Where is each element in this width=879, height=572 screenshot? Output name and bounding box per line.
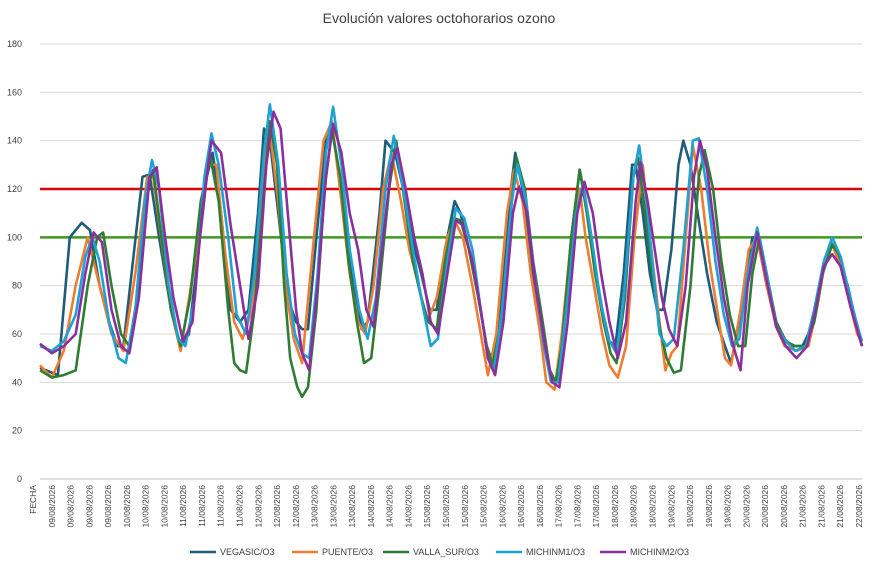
x-tick-label: 17/08/2026: [572, 485, 582, 528]
legend-label: PUENTE/O3: [322, 547, 373, 557]
x-tick-label: 18/08/2026: [629, 485, 639, 528]
x-tick-label: 17/08/2026: [591, 485, 601, 528]
x-tick-label: 19/08/2026: [685, 485, 695, 528]
x-tick-label: 11/08/2026: [216, 485, 226, 527]
x-tick-label: 21/08/2026: [816, 485, 826, 528]
x-tick-label: 16/08/2026: [516, 485, 526, 528]
y-tick-label: 160: [7, 87, 22, 97]
x-tick-label: 19/08/2026: [723, 485, 733, 528]
y-tick-label: 80: [12, 281, 22, 291]
y-tick-label: 20: [12, 426, 22, 436]
x-tick-label: FECHA: [28, 485, 38, 514]
y-tick-label: 100: [7, 232, 22, 242]
x-axis: FECHA 09/08/2026 09/08/2026 09/08/2026 09/08…: [28, 485, 864, 528]
x-tick-label: 09/08/2026: [103, 485, 113, 528]
x-tick-label: 20/08/2026: [760, 485, 770, 528]
x-tick-label: 09/08/2026: [84, 485, 94, 528]
x-tick-label: 18/08/2026: [648, 485, 658, 528]
x-tick-label: 12/08/2026: [291, 485, 301, 528]
x-tick-label: 10/08/2026: [159, 485, 169, 528]
series-line: [39, 110, 864, 389]
x-tick-label: 19/08/2026: [666, 485, 676, 528]
x-tick-label: 10/08/2026: [122, 485, 132, 528]
series-lines: [39, 103, 864, 399]
y-tick-label: 140: [7, 136, 22, 146]
y-tick-label: 60: [12, 329, 22, 339]
legend-label: VEGASIC/O3: [220, 547, 275, 557]
series-line: [39, 120, 864, 399]
legend-label: MICHINM2/O3: [630, 547, 689, 557]
y-axis: 0 20 40 60 80 100 120 140 160 180: [7, 39, 862, 484]
x-tick-label: 13/08/2026: [347, 485, 357, 528]
x-tick-label: 12/08/2026: [272, 485, 282, 528]
x-tick-label: 15/08/2026: [422, 485, 432, 528]
x-tick-label: 21/08/2026: [835, 485, 845, 528]
x-tick-label: 11/08/2026: [235, 485, 245, 527]
legend: VEGASIC/O3 PUENTE/O3 VALLA_SUR/O3 MICHINM1/…: [190, 547, 689, 557]
x-tick-label: 11/08/2026: [197, 485, 207, 527]
y-tick-label: 180: [7, 39, 22, 49]
x-tick-label: 14/08/2026: [366, 485, 376, 528]
x-tick-label: 11/08/2026: [178, 485, 188, 527]
x-tick-label: 20/08/2026: [779, 485, 789, 528]
x-tick-label: 17/08/2026: [554, 485, 564, 528]
x-tick-label: 13/08/2026: [328, 485, 338, 528]
x-tick-label: 14/08/2026: [385, 485, 395, 528]
y-tick-label: 0: [17, 474, 22, 484]
x-tick-label: 22/08/2026: [854, 485, 864, 528]
x-tick-label: 10/08/2026: [141, 485, 151, 528]
y-tick-label: 120: [7, 184, 22, 194]
x-tick-label: 13/08/2026: [310, 485, 320, 528]
x-tick-label: 20/08/2026: [741, 485, 751, 528]
x-tick-label: 18/08/2026: [610, 485, 620, 528]
legend-label: VALLA_SUR/O3: [413, 547, 479, 557]
legend-label: MICHINM1/O3: [526, 547, 585, 557]
chart-title: Evolución valores octohorarios ozono: [323, 10, 556, 26]
x-tick-label: 16/08/2026: [497, 485, 507, 528]
y-tick-label: 40: [12, 377, 22, 387]
x-tick-label: 15/08/2026: [460, 485, 470, 528]
x-tick-label: 14/08/2026: [403, 485, 413, 528]
x-tick-label: 16/08/2026: [535, 485, 545, 528]
x-tick-label: 09/08/2026: [66, 485, 76, 528]
x-tick-label: 12/08/2026: [253, 485, 263, 528]
x-tick-label: 15/08/2026: [441, 485, 451, 528]
x-tick-label: 19/08/2026: [704, 485, 714, 528]
x-tick-label: 09/08/2026: [47, 485, 57, 528]
x-tick-label: 15/08/2026: [479, 485, 489, 528]
x-tick-label: 21/08/2026: [798, 485, 808, 528]
